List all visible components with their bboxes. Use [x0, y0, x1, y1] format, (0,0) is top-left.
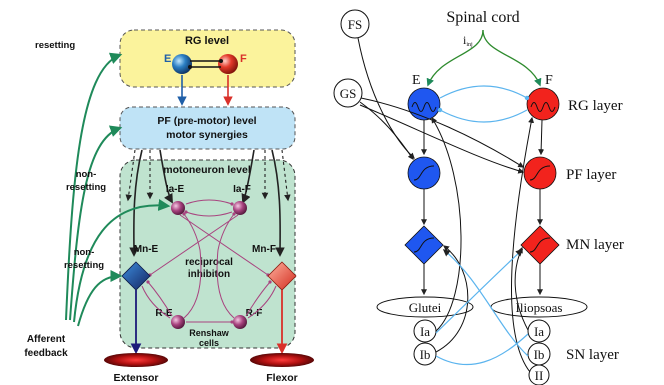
afferent-to-mn: [78, 276, 120, 326]
non-resetting-label-1a: non-: [76, 169, 97, 180]
rg-level-title: RG level: [185, 35, 229, 47]
gs-label: GS: [340, 86, 357, 101]
fs-label: FS: [348, 17, 362, 32]
flexor-muscle: [250, 353, 314, 367]
sn-layer-label: SN layer: [566, 347, 619, 363]
rg-mutual-upper: [440, 86, 527, 98]
left-panel: RG level E F PF (pre-motor) level motor …: [24, 30, 314, 384]
fs-to-pf-e: [358, 38, 414, 158]
non-resetting-label-2b: resetting: [64, 260, 104, 271]
rg-mutual-lower: [440, 110, 527, 122]
reciprocal-label-1: reciprocal: [185, 257, 233, 268]
pf-e-neuron-right: [408, 157, 440, 189]
gs-to-pf-e: [360, 102, 413, 159]
extensor-label: Extensor: [114, 372, 159, 384]
ia-right-label: Ia: [534, 324, 544, 339]
injection-to-f: [483, 30, 540, 85]
reciprocal-label-2: inhibiton: [188, 269, 230, 280]
pf-level-line2: motor synergies: [166, 129, 248, 141]
flexor-label: Flexor: [266, 372, 298, 384]
pf-layer-label: PF layer: [566, 167, 616, 183]
pf-level-line1: PF (pre-motor) level: [157, 115, 256, 127]
ii-label: II: [535, 368, 544, 383]
mn-f-label: Mn-F: [252, 244, 276, 255]
pf-level-box: [120, 107, 295, 149]
ia-f-neuron: [233, 201, 247, 215]
gs-to-pf-f-1: [361, 98, 523, 167]
rg-mutual-dot-2: [438, 108, 442, 112]
iliopsoas-label: Iliopsoas: [516, 300, 563, 315]
resetting-label: resetting: [35, 40, 75, 51]
rg-e-neuron: [172, 54, 192, 74]
rg-mutual-dot-1: [525, 96, 529, 100]
ib-left-label: Ib: [420, 347, 431, 362]
afferent-label-1: Afferent: [27, 334, 66, 345]
mn-f-diamond: [521, 226, 559, 264]
rg-e-label: E: [164, 53, 171, 65]
ib-right-label: Ib: [534, 347, 545, 362]
r-e-neuron: [171, 315, 185, 329]
rg-e-label-right: E: [412, 73, 421, 88]
non-resetting-label-2a: non-: [74, 247, 95, 258]
glutei-label: Glutei: [409, 300, 442, 315]
rg-inhib-dot-2: [188, 65, 192, 69]
pf-f-neuron-right: [524, 157, 556, 189]
rg-inhib-dot-1: [219, 59, 223, 63]
rg-layer-label: RG layer: [568, 98, 623, 114]
mn-level-title: motoneuron level: [163, 164, 251, 176]
ia-f-label: Ia-F: [233, 184, 251, 195]
mn-layer-label: MN layer: [566, 237, 624, 253]
ia-e-neuron: [171, 201, 185, 215]
rg-f-to-pf-f: [541, 120, 542, 154]
rg-f-label: F: [240, 53, 247, 65]
i-inj-label: iinj: [463, 33, 473, 48]
injection-to-e: [428, 30, 483, 85]
ia-right-to-mn-f: [515, 248, 528, 330]
mn-e-diamond: [405, 226, 443, 264]
renshaw-label-1: Renshaw: [189, 328, 230, 338]
right-panel: FS GS Spinal cord iinj E F RG layer PF l…: [334, 9, 624, 385]
ia-left-to-mn-f-cross: [436, 250, 522, 333]
renshaw-label-2: cells: [199, 338, 219, 348]
ia-left-label: Ia: [420, 324, 430, 339]
ib-left-cross: [436, 334, 528, 365]
afferent-label-2: feedback: [24, 348, 68, 359]
extensor-muscle: [104, 353, 168, 367]
rg-f-label-right: F: [545, 73, 553, 88]
rg-f-neuron: [218, 54, 238, 74]
spinal-cord-label: Spinal cord: [446, 9, 519, 26]
non-resetting-label-1b: resetting: [66, 182, 106, 193]
gs-to-pf-f-2: [360, 105, 523, 172]
ia-e-label: Ia-E: [166, 184, 185, 195]
mn-e-label: Mn-E: [134, 244, 159, 255]
